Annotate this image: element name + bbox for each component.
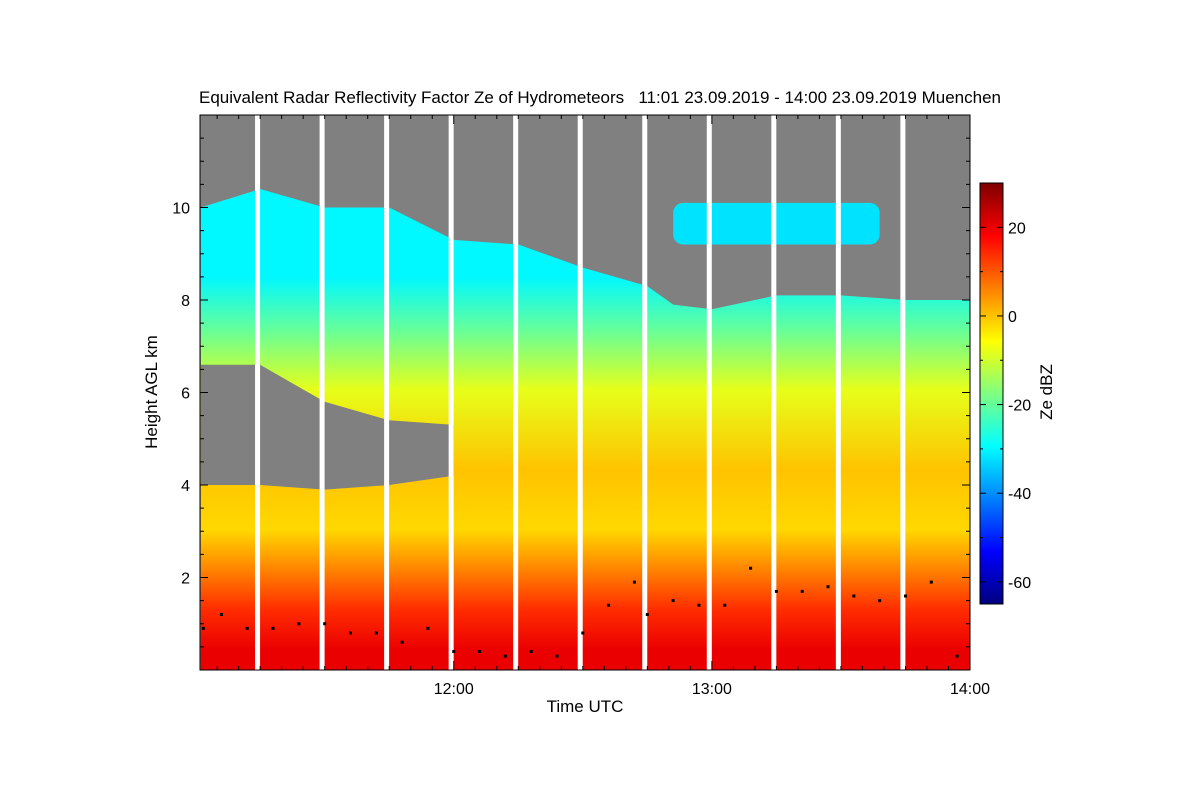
cloud-base-point bbox=[671, 599, 675, 603]
cloud-base-point bbox=[323, 622, 327, 626]
y-tick-label: 4 bbox=[181, 478, 190, 495]
y-axis-label: Height AGL km bbox=[142, 335, 161, 449]
cloud-base-point bbox=[774, 589, 778, 593]
colorbar-label: Ze dBZ bbox=[1037, 364, 1056, 420]
x-axis-label: Time UTC bbox=[546, 697, 624, 716]
cloud-base-point bbox=[645, 613, 649, 616]
x-tick-label: 12:00 bbox=[434, 681, 474, 698]
upper-cloud-band bbox=[673, 202, 880, 245]
cloud-base-point bbox=[452, 650, 456, 653]
chart-title: Equivalent Radar Reflectivity Factor Ze … bbox=[199, 88, 1001, 107]
colorbar-tick-label: -40 bbox=[1008, 486, 1031, 503]
y-tick-label: 10 bbox=[172, 201, 190, 218]
data-gap bbox=[577, 115, 583, 670]
cloud-base-point bbox=[297, 622, 301, 626]
cloud-base-point bbox=[271, 626, 275, 630]
colorbar-tick-label: -20 bbox=[1008, 398, 1031, 415]
cloud-base-point bbox=[400, 640, 404, 644]
data-gap bbox=[255, 115, 261, 670]
cloud-base-point bbox=[245, 626, 249, 630]
cloud-base-point bbox=[581, 631, 585, 635]
cloud-base-point bbox=[929, 580, 933, 584]
data-gap bbox=[384, 115, 390, 670]
x-tick-label: 13:00 bbox=[692, 681, 732, 698]
y-tick-label: 2 bbox=[181, 571, 190, 588]
cloud-base-point bbox=[632, 580, 636, 584]
reflectivity-field bbox=[200, 189, 970, 670]
data-gap bbox=[706, 115, 712, 670]
cloud-base-point bbox=[374, 631, 378, 635]
cloud-base-point bbox=[219, 613, 223, 616]
cloud-base-point bbox=[903, 594, 907, 598]
cloud-base-point bbox=[555, 654, 559, 658]
y-tick-label: 8 bbox=[181, 293, 190, 310]
cloud-base-point bbox=[878, 599, 882, 603]
cloud-base-point bbox=[607, 603, 611, 607]
x-tick-label: 14:00 bbox=[950, 681, 990, 698]
data-gap bbox=[900, 115, 906, 670]
cloud-base-point bbox=[201, 626, 205, 630]
cloud-base-point bbox=[852, 594, 856, 598]
cloud-base-point bbox=[503, 654, 507, 658]
cloud-base-point bbox=[723, 603, 727, 607]
y-tick-label: 6 bbox=[181, 386, 190, 403]
data-gap bbox=[319, 115, 325, 670]
clear-layer bbox=[200, 364, 454, 490]
cloud-base-point bbox=[749, 566, 753, 570]
colorbar-tick-label: 20 bbox=[1008, 220, 1026, 237]
cloud-base-point bbox=[529, 650, 533, 653]
cloud-base-point bbox=[478, 650, 482, 653]
cloud-base-point bbox=[800, 589, 804, 593]
cloud-base-point bbox=[426, 626, 430, 630]
data-gap bbox=[448, 115, 454, 670]
cloud-base-point bbox=[955, 654, 959, 658]
colorbar-tick-label: -60 bbox=[1008, 575, 1031, 592]
cloud-base-point bbox=[348, 631, 352, 635]
data-gap bbox=[642, 115, 648, 670]
data-gap bbox=[835, 115, 841, 670]
cloud-base-point bbox=[697, 603, 701, 607]
data-gap bbox=[771, 115, 777, 670]
data-gap bbox=[513, 115, 519, 670]
cloud-base-point bbox=[826, 585, 830, 589]
colorbar bbox=[979, 182, 1004, 605]
colorbar-tick-label: 0 bbox=[1008, 309, 1017, 326]
